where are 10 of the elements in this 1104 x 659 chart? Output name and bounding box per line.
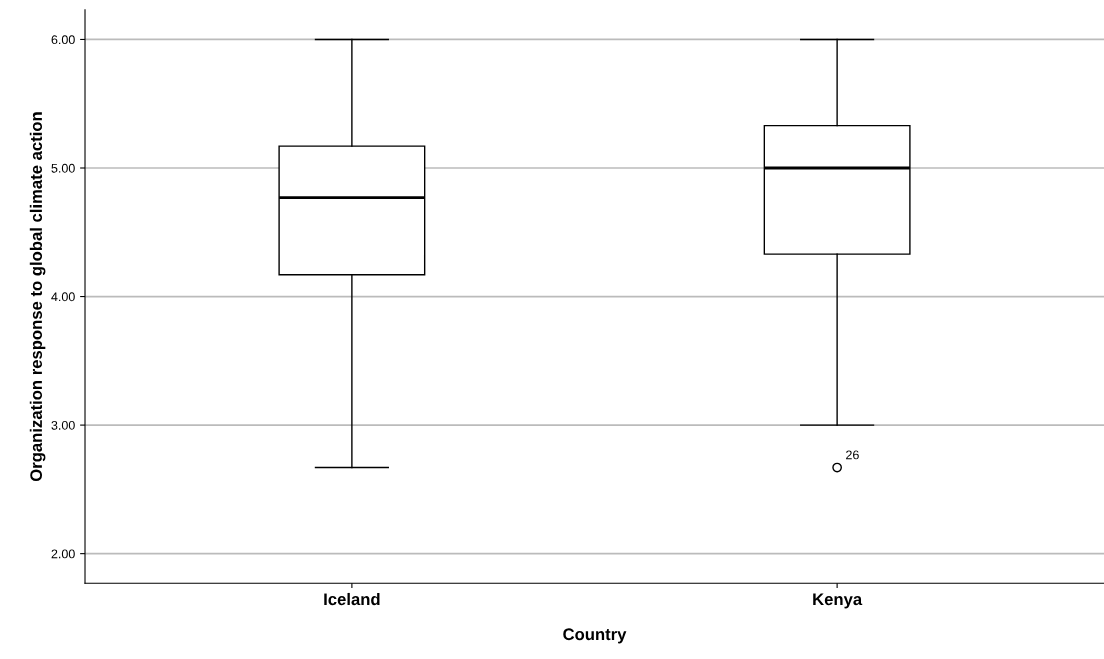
y-tick-label: 6.00	[51, 35, 75, 45]
y-tick-label: 5.00	[51, 163, 75, 173]
x-tick-label: Kenya	[813, 593, 863, 609]
annotation: 26	[846, 450, 859, 460]
y-tick-label: 4.00	[51, 292, 75, 302]
x-axis-title: Country	[563, 628, 627, 644]
y-tick-label: 3.00	[51, 420, 75, 430]
y-axis-title: Organization response to global climate action	[29, 112, 46, 482]
x-tick-label: Iceland	[324, 592, 380, 606]
y-tick-label: 2.00	[51, 549, 75, 559]
